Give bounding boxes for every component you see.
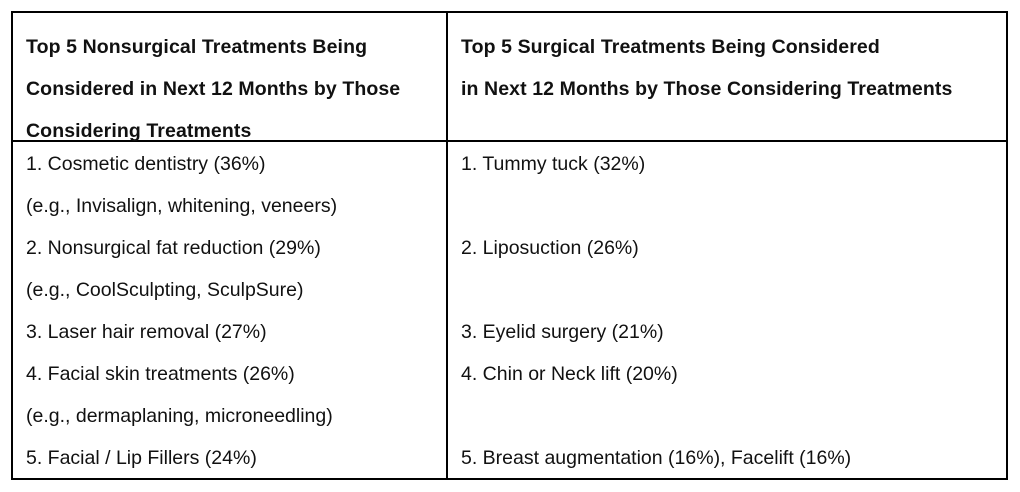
header-surgical-line: in Next 12 Months by Those Considering T… (461, 78, 953, 100)
treatments-table: Top 5 Nonsurgical Treatments Being Consi… (11, 11, 1008, 480)
surgical-item-spacer (461, 185, 851, 227)
surgical-item-spacer (461, 269, 851, 311)
nonsurgical-item: 2. Nonsurgical fat reduction (29%) (26, 237, 321, 259)
header-nonsurgical-line: Considered in Next 12 Months by Those (26, 78, 401, 100)
nonsurgical-list-cell: 1. Cosmetic dentistry (36%) (e.g., Invis… (13, 142, 448, 478)
nonsurgical-item-example: (e.g., CoolSculpting, SculpSure) (26, 279, 304, 301)
nonsurgical-item: 3. Laser hair removal (27%) (26, 321, 267, 343)
surgical-item: 5. Breast augmentation (16%), Facelift (… (461, 447, 852, 469)
nonsurgical-item-example: (e.g., Invisalign, whitening, veneers) (26, 195, 338, 217)
surgical-item: 1. Tummy tuck (32%) (461, 153, 646, 175)
header-nonsurgical: Top 5 Nonsurgical Treatments Being Consi… (13, 13, 448, 142)
nonsurgical-item: 5. Facial / Lip Fillers (24%) (26, 447, 257, 469)
surgical-list-cell: 1. Tummy tuck (32%) 2. Liposuction (26%)… (448, 142, 1006, 478)
nonsurgical-item: 4. Facial skin treatments (26%) (26, 363, 295, 385)
surgical-item-spacer (461, 395, 851, 437)
header-nonsurgical-line: Considering Treatments (26, 120, 252, 142)
surgical-item: 2. Liposuction (26%) (461, 237, 639, 259)
header-surgical: Top 5 Surgical Treatments Being Consider… (448, 13, 1006, 142)
header-nonsurgical-line: Top 5 Nonsurgical Treatments Being (26, 36, 368, 58)
surgical-item: 4. Chin or Neck lift (20%) (461, 363, 678, 385)
header-surgical-line: Top 5 Surgical Treatments Being Consider… (461, 36, 880, 58)
nonsurgical-item: 1. Cosmetic dentistry (36%) (26, 153, 266, 175)
nonsurgical-item-example: (e.g., dermaplaning, microneedling) (26, 405, 333, 427)
surgical-item: 3. Eyelid surgery (21%) (461, 321, 664, 343)
